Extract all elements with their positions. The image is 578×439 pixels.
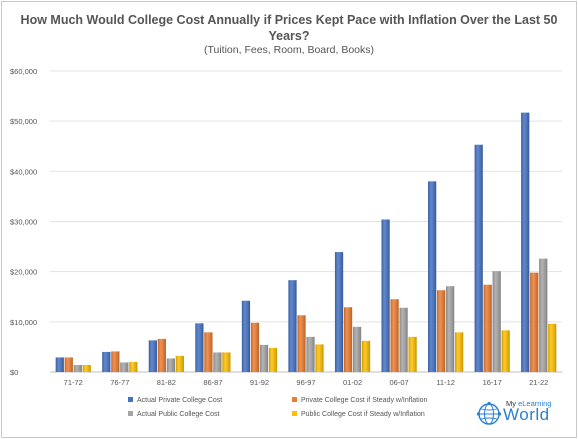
x-tick-label: 81-82 bbox=[157, 378, 176, 387]
bar-shading bbox=[73, 364, 82, 372]
x-tick-label: 86-87 bbox=[203, 378, 222, 387]
bar-shading bbox=[428, 181, 437, 372]
globe-icon bbox=[476, 401, 502, 425]
bar-shading bbox=[259, 344, 269, 372]
x-tick-label: 96-97 bbox=[296, 378, 315, 387]
chart-title: How Much Would College Cost Annually if … bbox=[20, 13, 558, 43]
bar-shading bbox=[334, 252, 344, 372]
bar-shading bbox=[492, 271, 501, 372]
bar-shading bbox=[437, 290, 446, 372]
bar-shading bbox=[521, 112, 530, 372]
bar-shading bbox=[399, 307, 408, 372]
bar-shading bbox=[213, 352, 222, 372]
y-tick-label: $50,000 bbox=[10, 117, 37, 126]
bar-shading bbox=[381, 219, 390, 372]
bar-shading bbox=[157, 338, 166, 372]
bar-shading bbox=[195, 323, 204, 372]
bars bbox=[55, 112, 557, 372]
bar-shading bbox=[82, 364, 91, 372]
chart-subtitle: (Tuition, Fees, Room, Board, Books) bbox=[203, 44, 374, 56]
bar-shading bbox=[446, 286, 455, 372]
y-tick-label: $20,000 bbox=[10, 268, 37, 277]
bar-shading bbox=[539, 258, 548, 372]
x-tick-label: 11-12 bbox=[436, 378, 455, 387]
bar-shading bbox=[175, 355, 184, 372]
y-tick-label: $30,000 bbox=[10, 218, 37, 227]
bar-shading bbox=[102, 351, 111, 372]
legend: Actual Private College Cost Private Colle… bbox=[128, 397, 428, 418]
logo-text-big: World bbox=[503, 405, 550, 424]
x-tick-label: 91-92 bbox=[250, 378, 269, 387]
bar-shading bbox=[148, 340, 157, 372]
bar-shading bbox=[55, 357, 64, 372]
y-tick-label: $10,000 bbox=[10, 318, 37, 327]
bar-shading bbox=[64, 357, 73, 372]
bar-shading bbox=[120, 362, 129, 372]
bar-shading bbox=[530, 272, 539, 372]
bar-shading bbox=[315, 344, 324, 372]
bar-shading bbox=[361, 340, 371, 372]
bar-shading bbox=[129, 361, 138, 372]
x-axis-ticks: 71-72 76-77 81-82 86-87 91-92 96-97 01-02 06-07… bbox=[64, 378, 549, 387]
x-tick-label: 76-77 bbox=[110, 378, 129, 387]
bar-shading bbox=[408, 336, 417, 372]
bar-shading bbox=[111, 351, 120, 372]
bar-shading bbox=[352, 326, 362, 372]
bar-shading bbox=[250, 322, 260, 372]
bar-shading bbox=[501, 330, 510, 372]
bar-shading bbox=[268, 347, 278, 372]
legend-label: Actual Private College Cost bbox=[137, 397, 222, 404]
legend-swatch bbox=[128, 397, 133, 402]
bar-shading bbox=[204, 332, 213, 372]
x-tick-label: 01-02 bbox=[343, 378, 362, 387]
x-tick-label: 21-22 bbox=[529, 378, 548, 387]
bar-shading bbox=[306, 336, 315, 372]
x-tick-label: 71-72 bbox=[64, 378, 83, 387]
legend-label: Actual Public College Cost bbox=[137, 411, 220, 418]
x-tick-label: 06-07 bbox=[389, 378, 408, 387]
bar-shading bbox=[222, 352, 231, 372]
legend-swatch bbox=[292, 411, 297, 416]
bar-shading bbox=[166, 358, 175, 372]
bar-shading bbox=[241, 300, 251, 372]
logo bbox=[476, 398, 566, 430]
y-axis-ticks: $0 $10,000 $20,000 $30,000 $40,000 $50,000 $60… bbox=[10, 67, 37, 377]
legend-swatch bbox=[292, 397, 297, 402]
legend-swatch bbox=[128, 411, 133, 416]
bar-shading bbox=[343, 307, 353, 372]
y-tick-label: $40,000 bbox=[10, 167, 37, 176]
logo-text-small: My eLearning bbox=[506, 399, 552, 408]
legend-label: Private College Cost if Steady w/Inflati… bbox=[301, 397, 428, 404]
bar-shading bbox=[483, 284, 492, 372]
bar-shading bbox=[474, 144, 483, 372]
x-tick-label: 16-17 bbox=[483, 378, 502, 387]
bar-shading bbox=[297, 315, 306, 372]
legend-label: Public College Cost if Steady w/Inflatio… bbox=[301, 411, 425, 418]
bar-shading bbox=[548, 323, 557, 372]
bar-shading bbox=[390, 299, 399, 372]
y-tick-label: $60,000 bbox=[10, 67, 37, 76]
bar-shading bbox=[455, 332, 464, 372]
bar-shading bbox=[288, 280, 297, 372]
y-tick-label: $0 bbox=[10, 368, 18, 377]
